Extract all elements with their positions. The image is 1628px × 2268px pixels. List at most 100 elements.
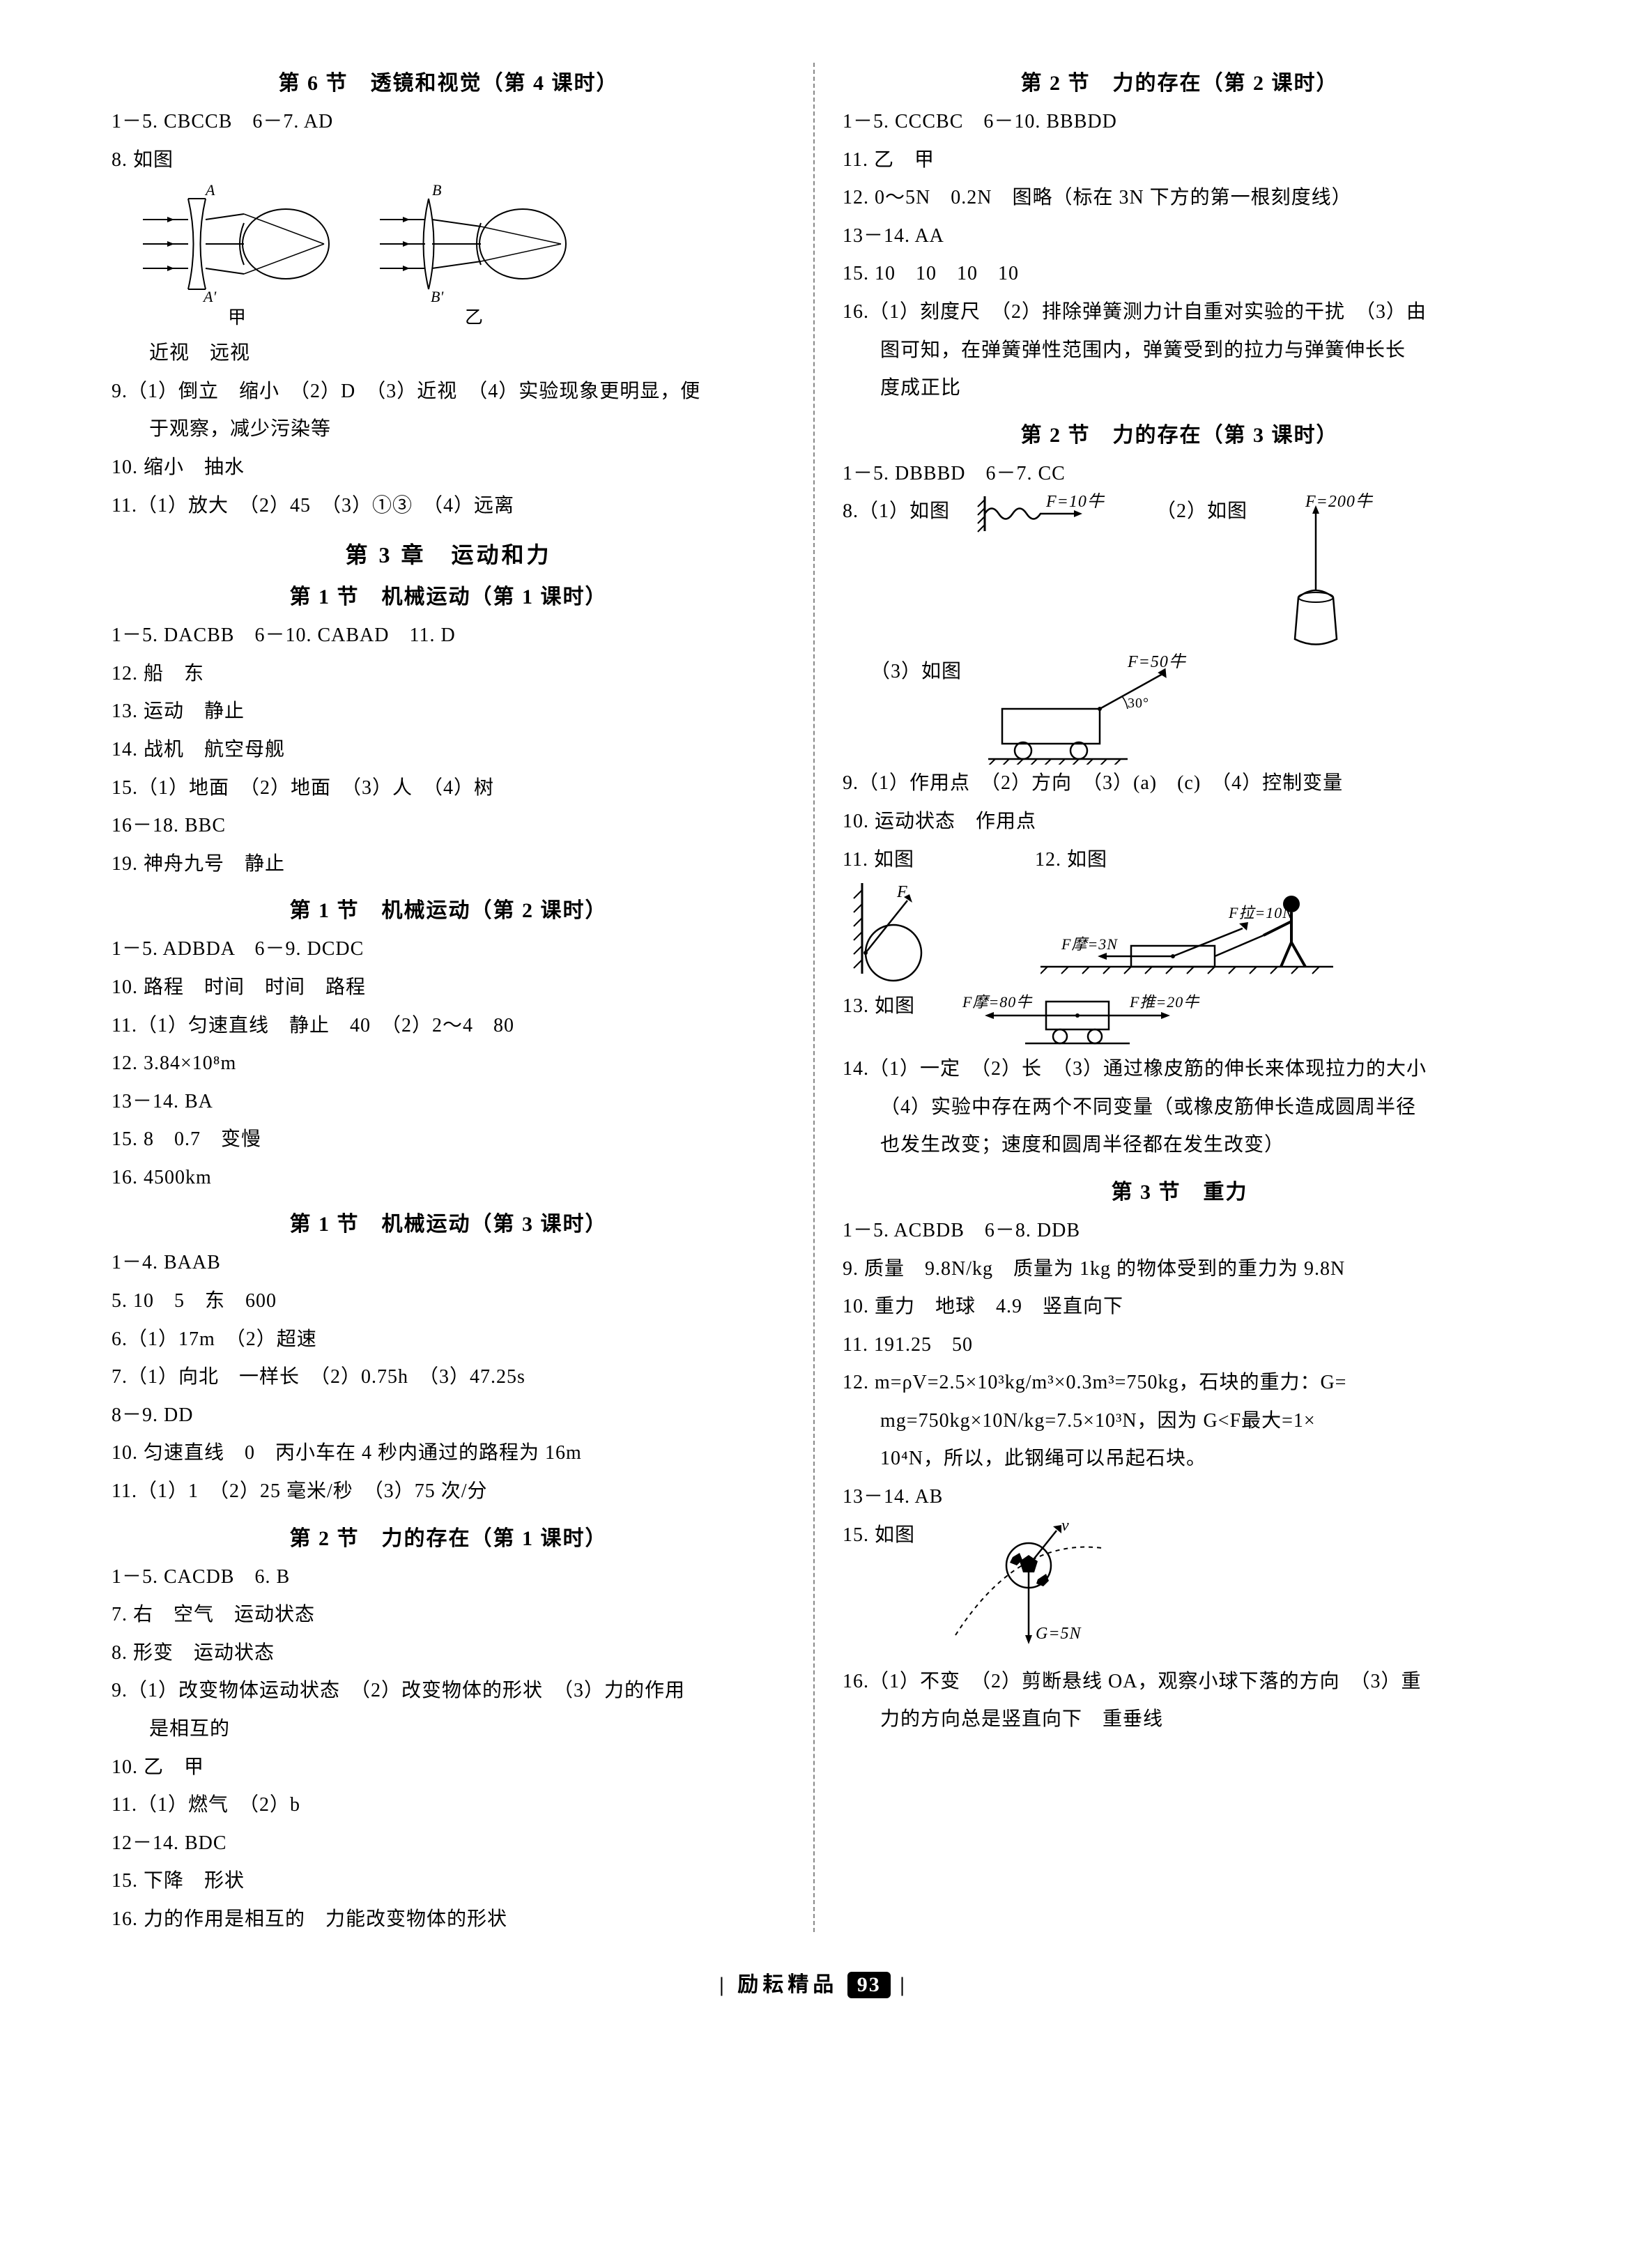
answer-line: 15. 10 10 10 10 xyxy=(843,255,1516,293)
answer-line: 10. 重力 地球 4.9 竖直向下 xyxy=(843,1288,1516,1326)
answer-line: 12. 0～5N 0.2N 图略（标在 3N 下方的第一根刻度线） xyxy=(843,179,1516,217)
svg-text:30°: 30° xyxy=(1128,696,1149,711)
eye-diagram-yi: B B' 乙 xyxy=(376,185,571,329)
answer-line: 1－5. CCCBC 6－10. BBBDD xyxy=(843,103,1516,141)
section-title: 第 3 节 重力 xyxy=(843,1174,1516,1205)
answer-line: 度成正比 xyxy=(843,369,1516,408)
answer-line: 11. 乙 甲 xyxy=(843,141,1516,180)
answer-line: 10⁴N，所以，此钢绳可以吊起石块。 xyxy=(843,1440,1516,1478)
section-title: 第 1 节 机械运动（第 3 课时） xyxy=(112,1206,785,1237)
answer-line: 5. 10 5 东 600 xyxy=(112,1282,785,1321)
answer-line: 13－14. AB xyxy=(843,1478,1516,1517)
answer-line: 19. 神舟九号 静止 xyxy=(112,845,785,884)
answer-label: 12. 如图 xyxy=(1035,841,1107,880)
svg-text:F=10牛: F=10牛 xyxy=(1045,493,1105,511)
answer-line: 7. 右 空气 运动状态 xyxy=(112,1596,785,1634)
answer-line: 11.（1）1 （2）25 毫米/秒 （3）75 次/分 xyxy=(112,1473,785,1511)
answer-label: 13. 如图 xyxy=(843,988,915,1026)
section-title: 第 2 节 力的存在（第 3 课时） xyxy=(843,417,1516,448)
cart-diagram-icon: 30° F=50牛 xyxy=(988,653,1197,765)
answer-line: 12. m=ρV=2.5×10³kg/m³×0.3m³=750kg，石块的重力：… xyxy=(843,1364,1516,1402)
bucket-diagram-icon: F=200牛 xyxy=(1274,493,1385,653)
answer-line: 力的方向总是竖直向下 重垂线 xyxy=(843,1701,1516,1739)
svg-text:A': A' xyxy=(202,288,216,303)
answer-line: 10. 路程 时间 时间 路程 xyxy=(112,969,785,1007)
answer-line: 是相互的 xyxy=(112,1710,785,1749)
cart-forces-diagram-icon: F摩=80牛 F推=20牛 xyxy=(942,988,1206,1050)
chapter-title: 第 3 章 运动和力 xyxy=(112,537,785,569)
page: 第 6 节 透镜和视觉（第 4 课时） 1－5. CBCCB 6－7. AD 8… xyxy=(112,56,1516,1939)
figure-row: 15. 如图 v G=5N xyxy=(843,1517,1516,1663)
answer-line: 也发生改变；速度和圆周半径都在发生改变） xyxy=(843,1126,1516,1165)
answer-line: 11.（1）放大 （2）45 （3）①③ （4）远离 xyxy=(112,487,785,526)
answer-line: 16.（1）不变 （2）剪断悬线 OA，观察小球下落的方向 （3）重 xyxy=(843,1663,1516,1701)
answer-line: 11. 191.25 50 xyxy=(843,1326,1516,1365)
eye-diagram-jia: A A' 甲 xyxy=(139,185,335,329)
soccer-gravity-diagram-icon: v G=5N xyxy=(942,1517,1123,1663)
page-footer: | 励耘精品 93 | xyxy=(112,1967,1516,1998)
answer-line: 15. 8 0.7 变慢 xyxy=(112,1121,785,1159)
section-title: 第 2 节 力的存在（第 1 课时） xyxy=(112,1521,785,1551)
answer-label: 8.（1）如图 xyxy=(843,493,950,531)
answer-line: 1－4. BAAB xyxy=(112,1244,785,1282)
svg-text:G=5N: G=5N xyxy=(1036,1625,1082,1643)
answer-line: 15.（1）地面 （2）地面 （3）人 （4）树 xyxy=(112,769,785,808)
right-column: 第 2 节 力的存在（第 2 课时） 1－5. CCCBC 6－10. BBBD… xyxy=(843,56,1516,1939)
answer-line: 14.（1）一定 （2）长 （3）通过橡皮筋的伸长来体现拉力的大小 xyxy=(843,1050,1516,1089)
svg-text:F拉=10N: F拉=10N xyxy=(1228,904,1293,921)
answer-line: 8－9. DD xyxy=(112,1397,785,1435)
answer-line: 7.（1）向北 一样长 （2）0.75h （3）47.25s xyxy=(112,1358,785,1397)
answer-line: 10. 乙 甲 xyxy=(112,1749,785,1787)
answer-line: 12. 3.84×10⁸m xyxy=(112,1045,785,1083)
answer-label: 15. 如图 xyxy=(843,1517,915,1555)
answer-line: 16. 4500km xyxy=(112,1159,785,1197)
svg-text:A: A xyxy=(204,185,215,199)
answer-line: 6.（1）17m （2）超速 xyxy=(112,1321,785,1359)
section-title: 第 2 节 力的存在（第 2 课时） xyxy=(843,66,1516,96)
answer-line: 13－14. BA xyxy=(112,1083,785,1121)
left-column: 第 6 节 透镜和视觉（第 4 课时） 1－5. CBCCB 6－7. AD 8… xyxy=(112,56,785,1939)
answer-line: 1－5. ACBDB 6－8. DDB xyxy=(843,1212,1516,1250)
section-title: 第 6 节 透镜和视觉（第 4 课时） xyxy=(112,66,785,96)
answer-line: 1－5. ADBDA 6－9. DCDC xyxy=(112,930,785,969)
page-number: 93 xyxy=(847,1972,891,1998)
answer-line: 9.（1）倒立 缩小 （2）D （3）近视 （4）实验现象更明显，便 xyxy=(112,373,785,411)
answer-line: 8. 形变 运动状态 xyxy=(112,1634,785,1673)
svg-text:F摩=80牛: F摩=80牛 xyxy=(962,993,1033,1011)
answer-line: mg=750kg×10N/kg=7.5×10³N，因为 G<F最大=1× xyxy=(843,1402,1516,1441)
answer-line: 1－5. CACDB 6. B xyxy=(112,1558,785,1597)
wall-ball-diagram-icon: F xyxy=(848,883,967,988)
answer-line: 16－18. BBC xyxy=(112,807,785,845)
answer-line: （4）实验中存在两个不同变量（或橡皮筋伸长造成圆周半径 xyxy=(843,1089,1516,1127)
svg-text:F摩=3N: F摩=3N xyxy=(1061,935,1118,953)
answer-line: 于观察，减少污染等 xyxy=(112,411,785,449)
eye-diagrams: A A' 甲 xyxy=(139,185,785,329)
answer-line: 9.（1）改变物体运动状态 （2）改变物体的形状 （3）力的作用 xyxy=(112,1672,785,1710)
answer-line: 9.（1）作用点 （2）方向 （3）(a) (c) （4）控制变量 xyxy=(843,765,1516,803)
answer-line: 16. 力的作用是相互的 力能改变物体的形状 xyxy=(112,1901,785,1939)
answer-label: （3）如图 xyxy=(843,653,962,691)
sled-diagram-icon: F拉=10N F摩=3N xyxy=(1040,883,1333,988)
column-separator xyxy=(813,63,815,1932)
figure-row: 8.（1）如图 F=10牛 （2）如图 F=200牛 xyxy=(843,493,1516,653)
answer-line: 1－5. DBBBD 6－7. CC xyxy=(843,455,1516,493)
answer-line: 13. 运动 静止 xyxy=(112,693,785,731)
answer-line: 15. 下降 形状 xyxy=(112,1862,785,1901)
diagram-label: 乙 xyxy=(376,303,571,329)
diagram-label: 甲 xyxy=(139,303,335,329)
answer-line: 10. 运动状态 作用点 xyxy=(843,803,1516,841)
answer-line: 11.（1）燃气 （2）b xyxy=(112,1786,785,1825)
answer-label: （2）如图 xyxy=(1156,493,1247,531)
answer-line: 14. 战机 航空母舰 xyxy=(112,731,785,769)
answer-line: 12－14. BDC xyxy=(112,1825,785,1863)
answer-label: 11. 如图 xyxy=(843,841,914,880)
spring-diagram-icon: F=10牛 xyxy=(976,493,1130,542)
answer-line: 1－5. DACBB 6－10. CABAD 11. D xyxy=(112,617,785,655)
answer-line: 10. 缩小 抽水 xyxy=(112,449,785,487)
answer-line: 近视 远视 xyxy=(112,335,785,373)
svg-text:v: v xyxy=(1061,1517,1070,1535)
section-title: 第 1 节 机械运动（第 2 课时） xyxy=(112,893,785,924)
answer-line: 11.（1）匀速直线 静止 40 （2）2～4 80 xyxy=(112,1007,785,1045)
figure-row: 13. 如图 F摩=80牛 F推=20牛 xyxy=(843,988,1516,1050)
section-title: 第 1 节 机械运动（第 1 课时） xyxy=(112,579,785,610)
